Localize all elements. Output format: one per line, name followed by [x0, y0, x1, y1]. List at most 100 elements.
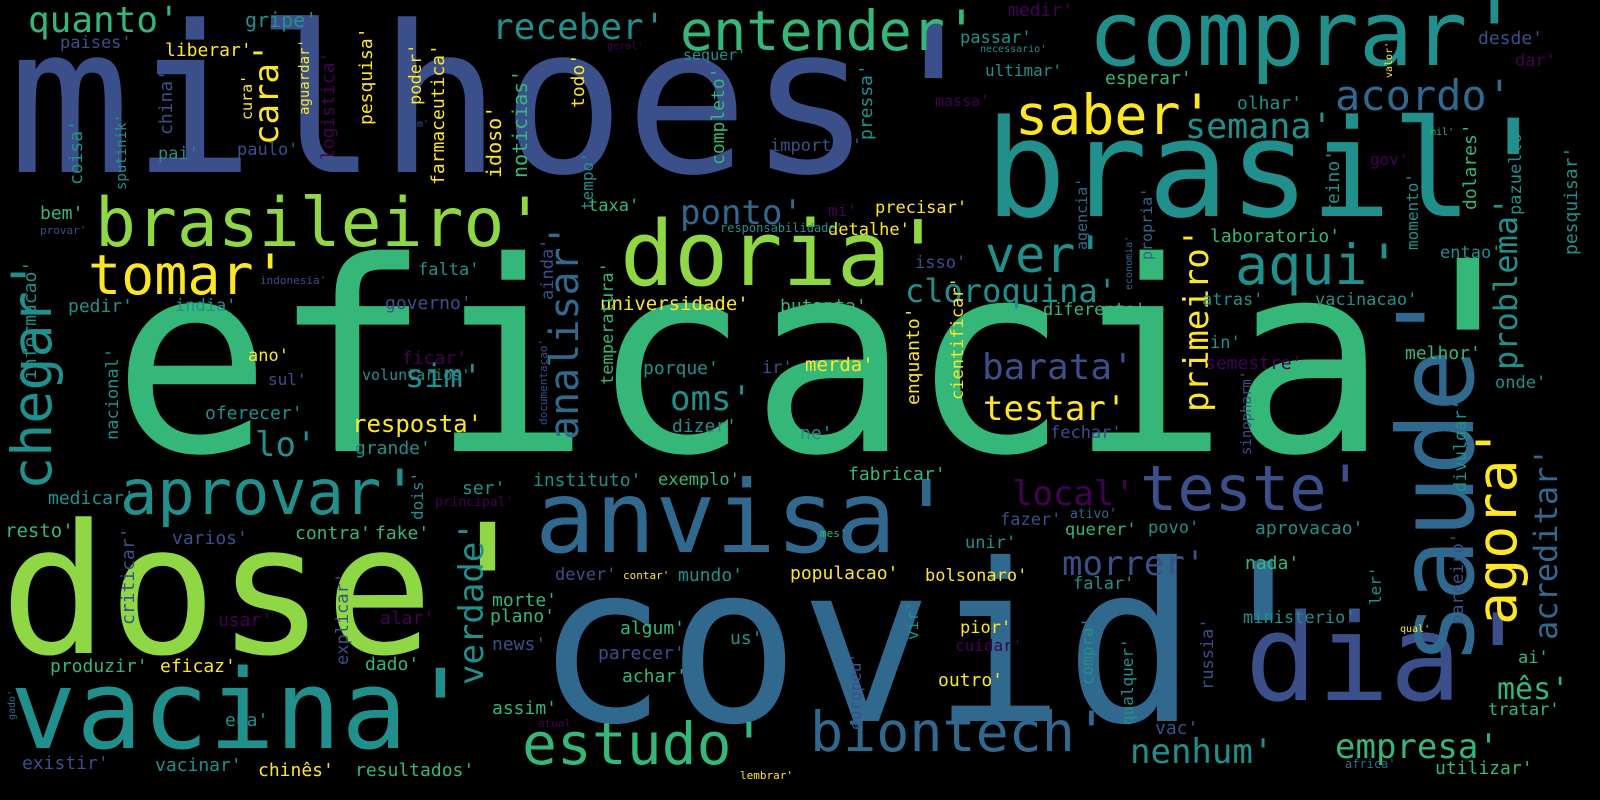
word-in: in': [1210, 333, 1241, 353]
word-utilizar: utilizar': [1435, 758, 1533, 779]
word-alar: alar': [380, 608, 435, 629]
word-fechar: fechar': [1050, 423, 1122, 443]
word-mes: mês': [1497, 672, 1570, 707]
word-pior: pior': [960, 618, 1012, 638]
word-vac: vac': [1155, 718, 1199, 739]
word-cientificar: cientificar': [948, 277, 968, 400]
word-cura: cura': [238, 74, 256, 120]
word-mil: mil': [1430, 127, 1455, 138]
word-pazuello: pazuello': [1506, 122, 1526, 215]
word-dia: dia': [1245, 590, 1534, 729]
word-necessario: necessario': [980, 44, 1047, 55]
word-propria: propria': [1138, 187, 1156, 260]
word-europeu: europeu': [846, 652, 865, 730]
word-sinopharm: sinopharm': [1239, 370, 1255, 455]
word-farmaceutica: farmaceutica': [428, 44, 449, 185]
word-ministerio: ministerio': [1243, 608, 1356, 628]
word-lembrar: lembrar': [740, 769, 793, 782]
word-estudo: estudo': [522, 710, 767, 778]
word-todo: todo': [568, 53, 589, 108]
word-assim: assim': [492, 698, 558, 719]
word-querer: querer': [1065, 520, 1137, 540]
word-geral: geral': [607, 41, 644, 52]
word-aprovacao: aprovacao': [1255, 518, 1364, 539]
word-parecer: parecer': [598, 643, 685, 664]
word-ir: ir': [762, 358, 793, 378]
word-sputinik: sputinik': [114, 114, 130, 190]
word-eua: eua': [225, 710, 269, 731]
word-massa: massa': [935, 92, 990, 110]
word-local: local': [1012, 474, 1135, 514]
word-paulo: paulo': [237, 140, 299, 160]
word-poder: poder': [406, 43, 426, 105]
word-contra: contra': [295, 523, 371, 544]
word-receber: receber': [492, 7, 666, 48]
word-reino: reino': [1323, 149, 1344, 215]
word-gado: gado': [7, 689, 18, 720]
word-voluntarios: voluntarios': [362, 366, 471, 384]
word-dar: dar': [1515, 51, 1556, 71]
word-olhar: olhar': [1237, 93, 1303, 114]
word-existir: existir': [22, 753, 109, 774]
word-completo: completo': [708, 67, 729, 165]
word-ativo: ativo': [1070, 507, 1117, 522]
word-news: news': [492, 634, 547, 655]
word-problema: problema': [1487, 196, 1525, 370]
word-acreditar: acreditar': [1527, 447, 1565, 640]
word-ainda: ainda': [538, 238, 558, 300]
word-agora: agora': [1465, 426, 1529, 625]
word-biontech: biontech': [810, 700, 1109, 764]
word-pedir: pedir': [68, 296, 134, 317]
word-ficar: ficar': [402, 348, 468, 369]
word-verdade: verdade': [452, 521, 492, 685]
word-fake: fake': [375, 523, 430, 544]
word-anvisa: anvisa': [535, 459, 957, 576]
word-agencia: agencia': [1073, 177, 1091, 250]
word-acordo: acordo': [1335, 71, 1513, 120]
word-atual: atual': [538, 717, 578, 730]
word-eficacia: eficacia': [112, 206, 1548, 514]
word-explicar: explicar': [333, 572, 353, 665]
word-covid: covid': [535, 517, 1330, 773]
word-governo: governo': [385, 293, 472, 314]
word-produzir: produzir': [50, 656, 148, 677]
word-vacina: vacina': [10, 646, 474, 774]
word-entao: entao': [1440, 243, 1502, 263]
word-diferente: diferente': [1043, 300, 1146, 320]
word-nenhum: nenhum': [1130, 732, 1274, 772]
word-precisar: precisar': [875, 198, 968, 218]
word-barata: barata': [982, 347, 1134, 388]
word-isso: isso': [915, 253, 967, 273]
word-merda: merda': [805, 354, 874, 376]
word-empresa: empresa': [1335, 727, 1499, 767]
word-fazer: fazer': [1000, 510, 1062, 530]
word-povo: povo': [1148, 518, 1200, 538]
word-saber: saber': [1015, 83, 1214, 147]
word-brasileiro: brasileiro': [95, 184, 546, 263]
word-exemplo: exemplo': [658, 470, 740, 490]
word-outro: outro': [938, 670, 1004, 691]
word-ai: ai': [1518, 648, 1549, 668]
word-milhoes: milhoes': [8, 0, 996, 221]
word-momento: momento': [1403, 172, 1422, 250]
word-falta: falta': [418, 260, 480, 280]
word-fabricar: fabricar': [848, 464, 946, 485]
word-medir: medir': [1008, 0, 1074, 21]
word-cuidar: cuidar': [955, 636, 1023, 655]
word-responsabilidade: responsabilidade': [720, 221, 843, 235]
word-cloroquina: cloroquina': [905, 272, 1117, 310]
word-documentacao: documentacao': [537, 338, 550, 425]
word-compra: compra': [1078, 617, 1097, 685]
word-tomar: tomar': [88, 243, 287, 307]
word-economia: economia': [1124, 235, 1135, 290]
word-aguardar: aguardar': [297, 39, 313, 115]
word-china: china': [156, 69, 177, 135]
word-varios: varios': [172, 528, 248, 549]
word-butanta: butanta': [780, 296, 867, 317]
word-doria: doria': [620, 202, 946, 307]
word-dever: dever': [555, 565, 617, 585]
word-pai: pai': [158, 144, 199, 164]
word-mes: mes': [820, 527, 847, 540]
word-grande: grande': [355, 438, 431, 459]
